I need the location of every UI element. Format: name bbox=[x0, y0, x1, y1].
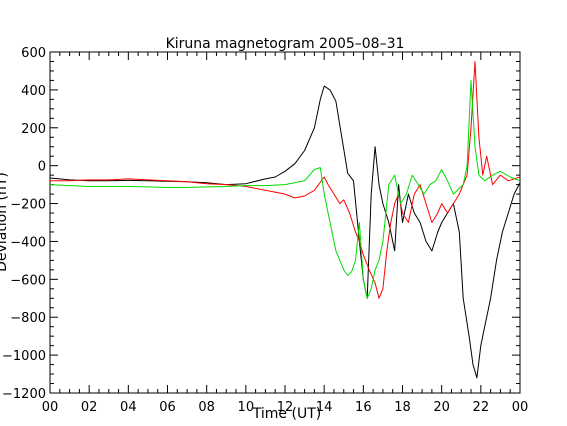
series-line-1 bbox=[49, 85, 521, 379]
y-tick-label: −1200 bbox=[2, 387, 46, 402]
y-tick-label: −400 bbox=[10, 235, 46, 250]
x-tick-label: 14 bbox=[316, 400, 333, 415]
x-tick-label: 04 bbox=[120, 400, 137, 415]
x-tick-label: 10 bbox=[238, 400, 255, 415]
y-tick-label: −200 bbox=[10, 198, 46, 213]
x-tick-label: 08 bbox=[198, 400, 215, 415]
x-tick-label: 22 bbox=[473, 400, 490, 415]
series-line-3 bbox=[49, 79, 521, 299]
y-tick-label: 0 bbox=[38, 160, 46, 175]
x-tick-label: 16 bbox=[355, 400, 372, 415]
series-layer bbox=[49, 61, 521, 379]
plot-frame bbox=[49, 51, 521, 394]
y-tick-label: 400 bbox=[21, 84, 46, 99]
x-tick-label: 06 bbox=[159, 400, 176, 415]
x-axis-label: Time (UT) bbox=[252, 406, 321, 422]
y-axis: −1200 −1000 −800 −600 −400 −200 0 200 400 600 bbox=[2, 46, 520, 402]
y-tick-label: −600 bbox=[10, 273, 46, 288]
x-tick-label: 00 bbox=[42, 400, 59, 415]
x-tick-label: 12 bbox=[277, 400, 294, 415]
y-tick-label: −1000 bbox=[2, 349, 46, 364]
x-axis: 00 02 04 06 08 10 12 14 16 18 20 22 00 bbox=[42, 52, 529, 415]
x-tick-label: 18 bbox=[394, 400, 411, 415]
x-tick-label: 20 bbox=[433, 400, 450, 415]
y-tick-label: −800 bbox=[10, 311, 46, 326]
y-axis-label: Deviation (nT) bbox=[0, 172, 10, 272]
y-tick-label: 200 bbox=[21, 122, 46, 137]
series-line-2 bbox=[50, 61, 521, 299]
x-tick-label: 02 bbox=[81, 400, 98, 415]
chart-title: Kiruna magnetogram 2005–08–31 bbox=[166, 36, 405, 52]
x-tick-label: 00 bbox=[512, 400, 529, 415]
y-tick-label: 600 bbox=[21, 46, 46, 61]
